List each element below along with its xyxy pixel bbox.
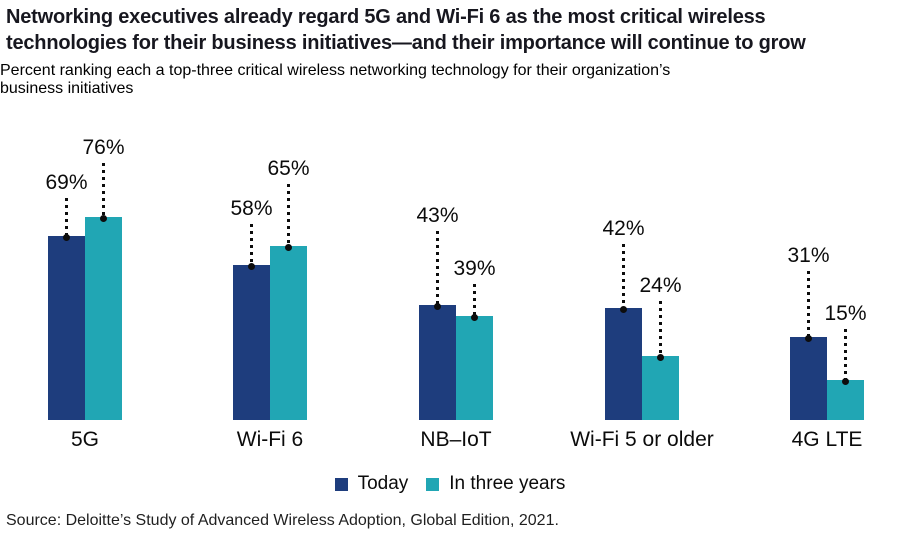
bar-wi-fi-5-or-older-in-three-years — [642, 356, 679, 420]
legend-label-in-three-years: In three years — [449, 473, 566, 494]
category-label: NB–IoT — [420, 428, 492, 451]
legend-label-today: Today — [357, 473, 409, 494]
connector-dot — [434, 303, 441, 310]
bar-wi-fi-6-today — [233, 265, 270, 420]
bar-group-5g: 69% 76% 5G — [45, 114, 125, 452]
connector-line — [250, 224, 253, 264]
connector-dot — [248, 263, 255, 270]
category-label: Wi-Fi 6 — [236, 428, 304, 451]
connector-line — [65, 198, 68, 235]
bar-group-wi-fi-6: 58% 65% Wi-Fi 6 — [230, 114, 310, 452]
bar-group-nb-iot: 43% 39% NB–IoT — [416, 114, 496, 452]
bar-chart: 69% 76% 5G 58% 65% Wi-Fi 6 43% 39% NB–IoT 42% 24% W… — [0, 114, 900, 452]
chart-title-line-1: Networking executives already regard 5G … — [6, 6, 766, 28]
bar-wi-fi-5-or-older-today — [605, 308, 642, 420]
bar-group-wi-fi-5-or-older: 42% 24% Wi-Fi 5 or older — [570, 114, 714, 452]
value-label: 31% — [787, 244, 830, 267]
connector-dot — [620, 306, 627, 313]
chart-subtitle-line-1: Percent ranking each a top-three critica… — [0, 62, 671, 79]
connector-dot — [63, 234, 70, 241]
bar-nb-iot-in-three-years — [456, 316, 493, 420]
connector-line — [287, 184, 290, 245]
bar-nb-iot-today — [419, 305, 456, 420]
category-label: 4G LTE — [791, 428, 863, 451]
value-label: 69% — [45, 171, 88, 194]
source-note: Source: Deloitte’s Study of Advanced Wir… — [6, 512, 559, 529]
connector-dot — [842, 378, 849, 385]
connector-line — [807, 271, 810, 336]
connector-line — [659, 301, 662, 355]
connector-dot — [805, 335, 812, 342]
legend-item-in-three-years: In three years — [426, 473, 565, 495]
connector-dot — [100, 215, 107, 222]
value-label: 43% — [416, 204, 459, 227]
value-label: 15% — [824, 302, 867, 325]
connector-dot — [471, 314, 478, 321]
value-label: 39% — [453, 257, 496, 280]
connector-dot — [657, 354, 664, 361]
connector-line — [844, 329, 847, 379]
connector-line — [622, 244, 625, 307]
chart-legend: Today In three years — [0, 473, 900, 495]
bar-wi-fi-6-in-three-years — [270, 246, 307, 420]
bar-5g-in-three-years — [85, 217, 122, 420]
value-label: 24% — [639, 274, 682, 297]
value-label: 76% — [82, 136, 125, 159]
value-label: 58% — [230, 197, 273, 220]
bar-group-4g-lte: 31% 15% 4G LTE — [787, 114, 867, 452]
connector-line — [102, 163, 105, 216]
legend-swatch-in-three-years — [426, 477, 440, 491]
connector-line — [436, 231, 439, 304]
bar-4g-lte-in-three-years — [827, 380, 864, 420]
category-label: 5G — [70, 428, 100, 451]
category-label: Wi-Fi 5 or older — [570, 428, 714, 451]
value-label: 42% — [602, 217, 645, 240]
connector-dot — [285, 244, 292, 251]
connector-line — [473, 284, 476, 315]
chart-subtitle-line-2: business initiatives — [0, 80, 134, 97]
chart-title: Networking executives already regard 5G … — [0, 4, 900, 56]
bar-5g-today — [48, 236, 85, 420]
legend-swatch-today — [334, 477, 348, 491]
value-label: 65% — [267, 157, 310, 180]
chart-title-line-2: technologies for their business initiati… — [6, 32, 806, 54]
bar-4g-lte-today — [790, 337, 827, 420]
legend-item-today: Today — [334, 473, 409, 495]
